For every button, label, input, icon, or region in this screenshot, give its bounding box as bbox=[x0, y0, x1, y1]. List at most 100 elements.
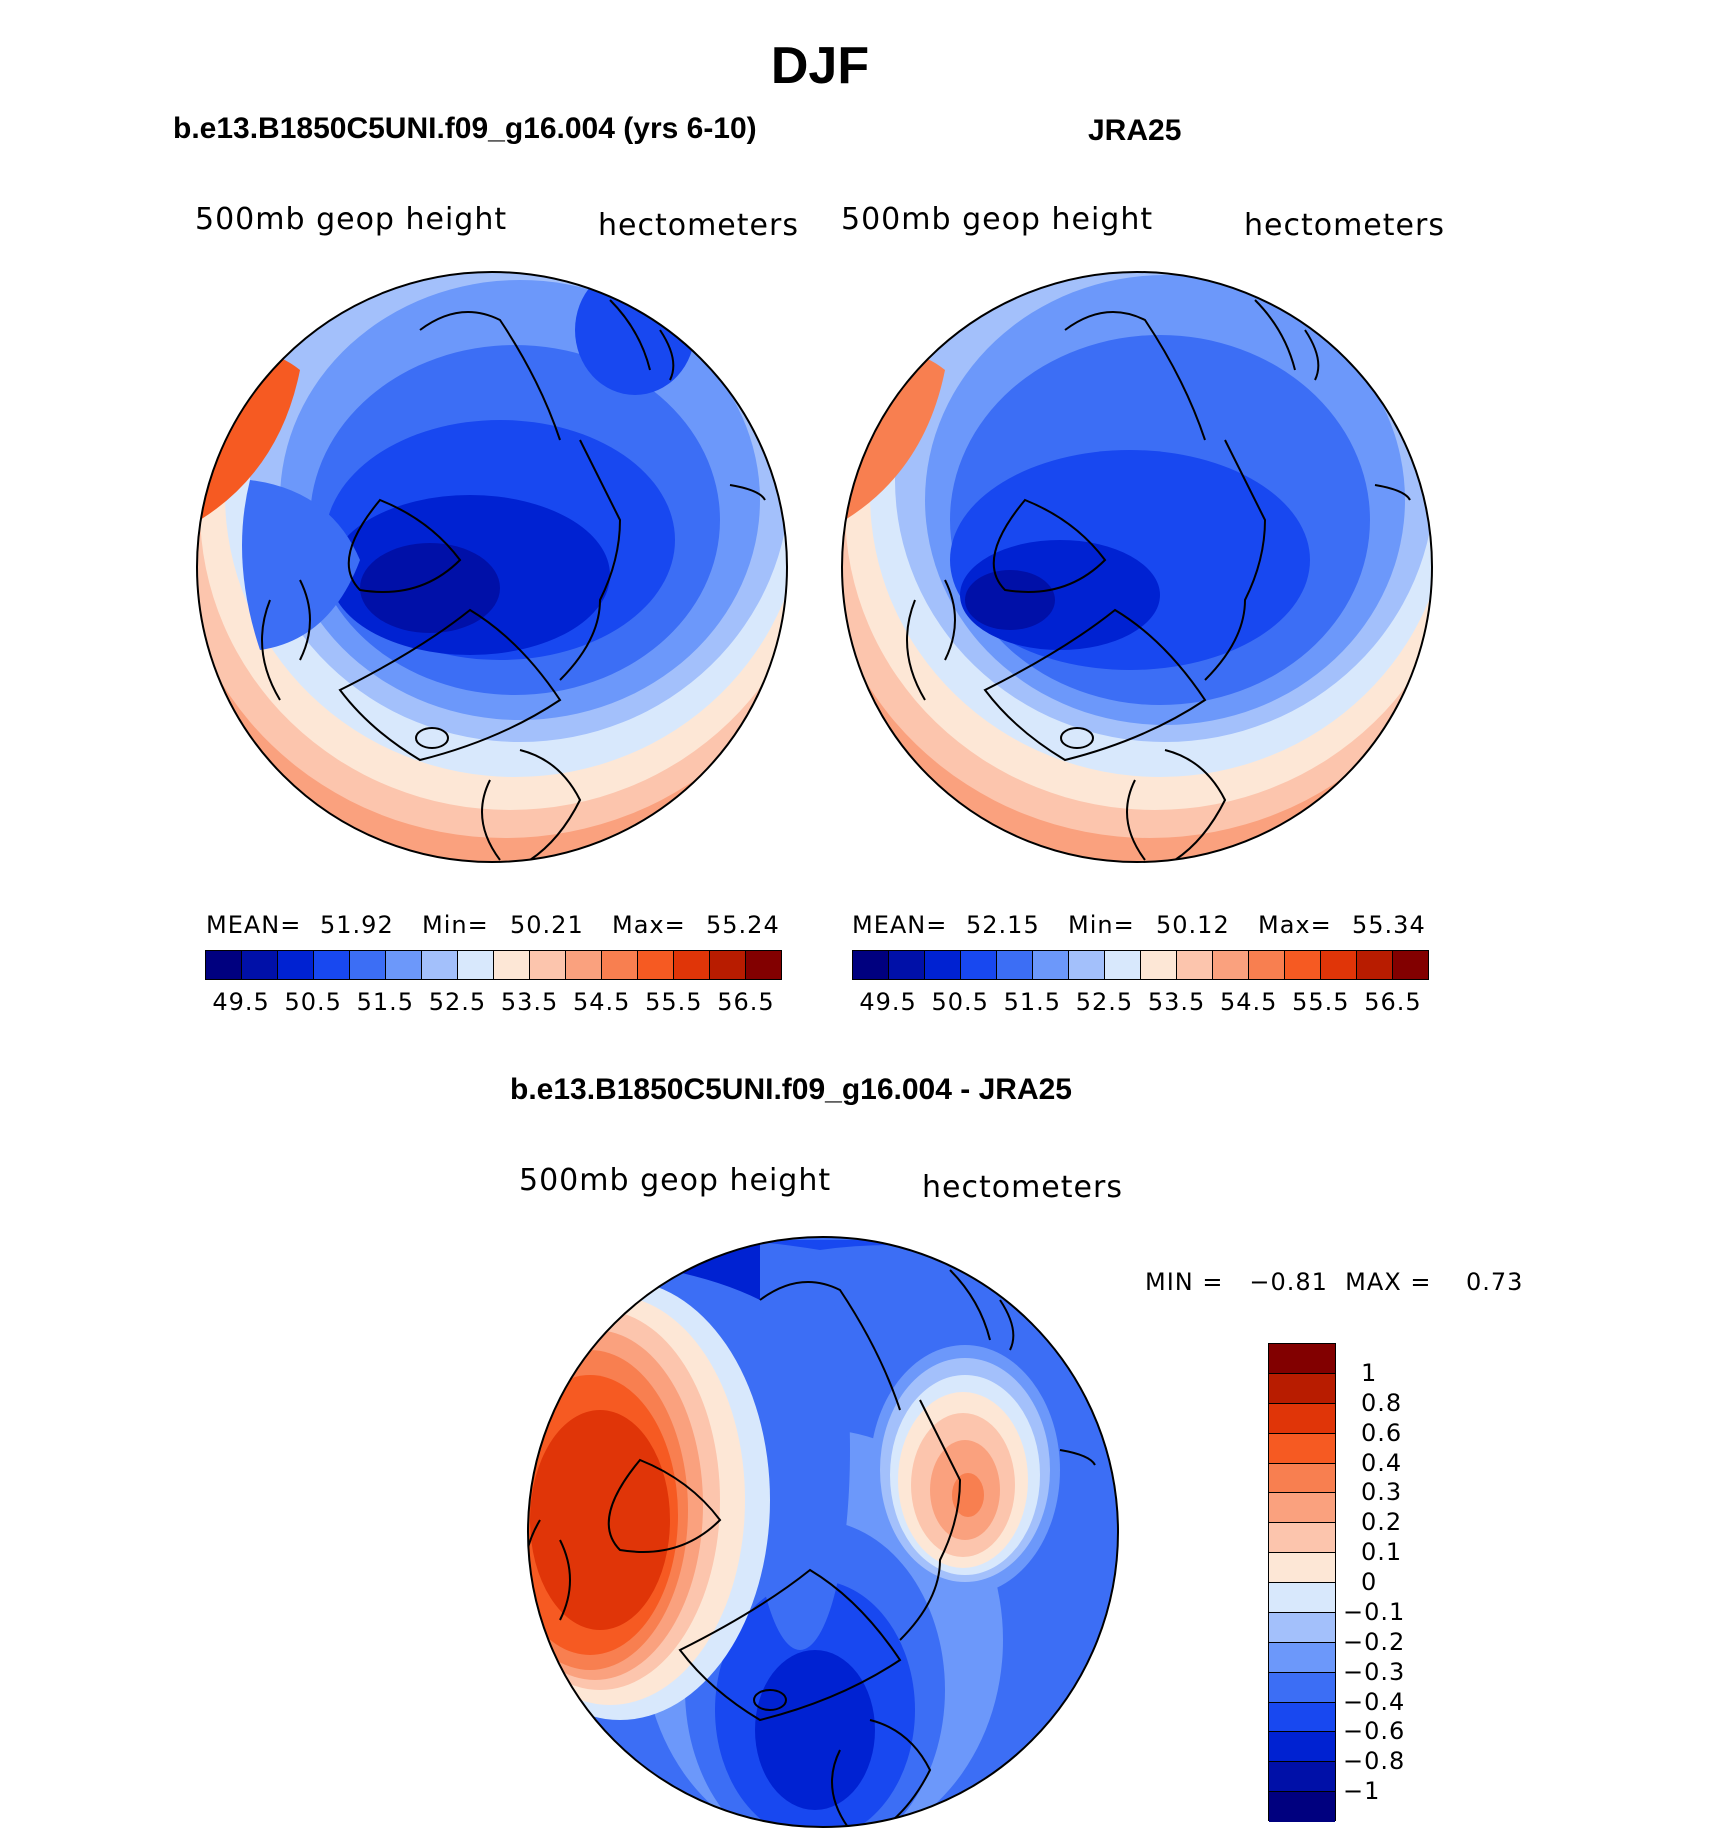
colorbar-swatch bbox=[314, 951, 350, 979]
colorbar-swatch bbox=[889, 951, 925, 979]
colorbar-swatch bbox=[1285, 951, 1321, 979]
colorbar-swatch bbox=[1177, 951, 1213, 979]
colorbar-tick-label: 54.5 bbox=[572, 988, 631, 1016]
model-mean-value: 51.92 bbox=[320, 911, 394, 939]
colorbar-tick-label: 49.5 bbox=[212, 988, 270, 1016]
model-max-value: 55.24 bbox=[706, 911, 780, 939]
colorbar-tick-label: 0.2 bbox=[1361, 1508, 1403, 1537]
model-map-border bbox=[196, 271, 788, 863]
colorbar-swatch bbox=[242, 951, 278, 979]
model-variable-label: 500mb geop height bbox=[195, 202, 508, 237]
model-min-label: Min= bbox=[422, 911, 489, 939]
colorbar-swatch bbox=[1269, 1612, 1335, 1643]
colorbar-tick-label: 1 bbox=[1361, 1358, 1378, 1387]
colorbar-swatch bbox=[1321, 951, 1357, 979]
model-coastlines bbox=[261, 299, 766, 861]
colorbar-swatch bbox=[530, 951, 566, 979]
difference-units-label: hectometers bbox=[922, 1170, 1123, 1205]
colorbar-swatch bbox=[1269, 1344, 1335, 1374]
colorbar-swatch bbox=[1269, 1672, 1335, 1703]
colorbar-tick-label: 50.5 bbox=[931, 988, 989, 1016]
colorbar-swatch bbox=[961, 951, 997, 979]
colorbar-swatch bbox=[350, 951, 386, 979]
colorbar-tick-label: 53.5 bbox=[500, 988, 559, 1016]
obs-min-label: Min= bbox=[1068, 911, 1135, 939]
colorbar-swatch bbox=[386, 951, 422, 979]
colorbar-swatch bbox=[1213, 951, 1249, 979]
difference-map bbox=[528, 1237, 1118, 1827]
colorbar-tick-label: −0.6 bbox=[1343, 1717, 1406, 1746]
colorbar-swatch bbox=[1357, 951, 1393, 979]
difference-map-border bbox=[527, 1236, 1119, 1828]
colorbar-tick-label: 0 bbox=[1361, 1568, 1378, 1596]
colorbar-tick-label: 0.8 bbox=[1361, 1388, 1403, 1417]
colorbar-swatch bbox=[1033, 951, 1069, 979]
colorbar-swatch bbox=[1269, 1403, 1335, 1434]
colorbar-tick-label: −0.1 bbox=[1343, 1597, 1406, 1626]
model-units-label: hectometers bbox=[598, 208, 799, 243]
colorbar-swatch bbox=[1269, 1762, 1335, 1793]
colorbar-swatch bbox=[1269, 1433, 1335, 1464]
obs-mean-label: MEAN= bbox=[852, 911, 948, 939]
main-title: DJF bbox=[770, 37, 870, 95]
colorbar-tick-label: 0.6 bbox=[1361, 1418, 1403, 1447]
colorbar-swatch bbox=[1269, 1702, 1335, 1733]
colorbar-tick-label: 52.5 bbox=[1075, 988, 1134, 1016]
difference-coastlines bbox=[528, 1269, 1096, 1827]
colorbar-swatch bbox=[566, 951, 602, 979]
colorbar-tick-label: −0.2 bbox=[1343, 1627, 1406, 1656]
colorbar-swatch bbox=[458, 951, 494, 979]
colorbar-tick-label: −0.8 bbox=[1343, 1747, 1406, 1776]
colorbar-tick-label: 55.5 bbox=[1292, 988, 1350, 1016]
obs-units-label: hectometers bbox=[1244, 208, 1445, 243]
colorbar-tick-label: 56.5 bbox=[1364, 988, 1422, 1016]
colorbar-swatch bbox=[710, 951, 746, 979]
colorbar-swatch bbox=[746, 951, 781, 979]
colorbar-swatch bbox=[602, 951, 638, 979]
colorbar-swatch bbox=[997, 951, 1033, 979]
model-min-value: 50.21 bbox=[510, 911, 584, 939]
obs-map-border bbox=[841, 271, 1433, 863]
colorbar-swatch bbox=[1269, 1583, 1335, 1613]
colorbar-swatch bbox=[1269, 1373, 1335, 1404]
colorbar-swatch bbox=[1393, 951, 1428, 979]
colorbar-tick-label: −1 bbox=[1343, 1777, 1381, 1806]
obs-coastlines bbox=[906, 299, 1411, 861]
colorbar-swatch bbox=[494, 951, 530, 979]
colorbar-tick-label: −0.4 bbox=[1343, 1687, 1406, 1716]
colorbar-tick-label: 51.5 bbox=[1003, 988, 1062, 1016]
colorbar-tick-label: −0.3 bbox=[1343, 1657, 1406, 1686]
colorbar-swatch bbox=[1269, 1523, 1335, 1554]
colorbar-swatch bbox=[278, 951, 314, 979]
colorbar-swatch bbox=[206, 951, 242, 979]
obs-colorbar bbox=[852, 950, 1429, 980]
colorbar-swatch bbox=[1269, 1463, 1335, 1494]
colorbar-swatch bbox=[1269, 1792, 1335, 1822]
difference-panel-title: b.e13.B1850C5UNI.f09_g16.004 - JRA25 bbox=[510, 1073, 1072, 1106]
colorbar-swatch bbox=[1269, 1493, 1335, 1524]
colorbar-tick-label: 0.3 bbox=[1361, 1478, 1403, 1507]
colorbar-swatch bbox=[1269, 1553, 1335, 1583]
model-colorbar bbox=[205, 950, 782, 980]
model-max-label: Max= bbox=[612, 911, 686, 939]
colorbar-tick-label: 49.5 bbox=[859, 988, 917, 1016]
colorbar-swatch bbox=[674, 951, 710, 979]
colorbar-swatch bbox=[1141, 951, 1177, 979]
colorbar-swatch bbox=[925, 951, 961, 979]
colorbar-swatch bbox=[1105, 951, 1141, 979]
colorbar-swatch bbox=[638, 951, 674, 979]
difference-colorbar bbox=[1268, 1343, 1336, 1822]
colorbar-tick-label: 53.5 bbox=[1147, 988, 1206, 1016]
colorbar-swatch bbox=[422, 951, 458, 979]
colorbar-swatch bbox=[1269, 1732, 1335, 1763]
colorbar-tick-label: 55.5 bbox=[645, 988, 703, 1016]
colorbar-swatch bbox=[1249, 951, 1285, 979]
colorbar-tick-label: 56.5 bbox=[717, 988, 775, 1016]
obs-max-label: Max= bbox=[1258, 911, 1332, 939]
colorbar-tick-label: 54.5 bbox=[1219, 988, 1278, 1016]
difference-variable-label: 500mb geop height bbox=[519, 1163, 832, 1198]
colorbar-tick-label: 51.5 bbox=[356, 988, 415, 1016]
model-panel-title: b.e13.B1850C5UNI.f09_g16.004 (yrs 6-10) bbox=[173, 112, 757, 145]
colorbar-tick-label: 50.5 bbox=[284, 988, 342, 1016]
difference-minmax: MIN = −0.81 MAX = 0.73 bbox=[1145, 1268, 1524, 1296]
